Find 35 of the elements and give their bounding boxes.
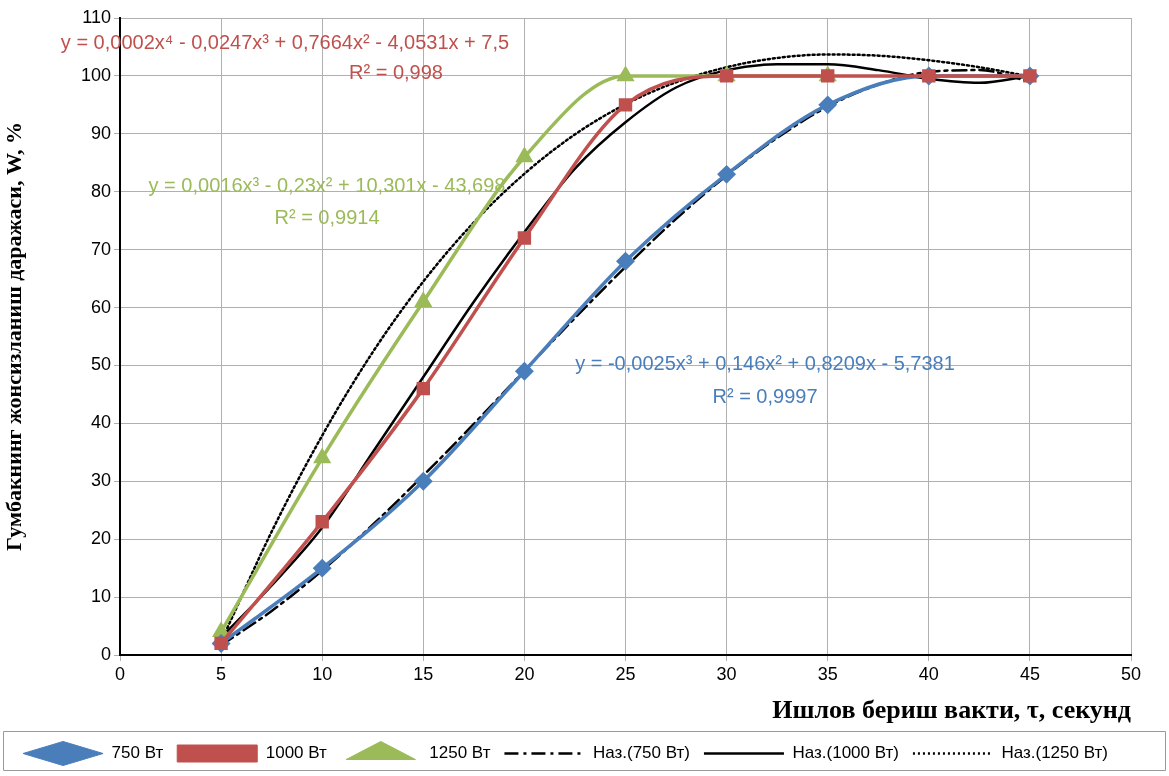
x-tick-label: 15 — [413, 663, 434, 684]
y-tick-label: 90 — [90, 122, 111, 143]
annotation: y = -0,0025x³ + 0,146x² + 0,8209x - 5,7381 — [575, 351, 955, 374]
legend-label: 1000 Вт — [265, 743, 328, 763]
legend-label: 1250 Вт — [429, 743, 491, 763]
y-tick-label: 110 — [82, 6, 111, 27]
y-tick-label: 70 — [90, 238, 111, 259]
x-tick-label: 0 — [114, 663, 126, 684]
y-tick-label: 60 — [90, 296, 111, 317]
x-tick-label: 35 — [817, 663, 838, 684]
y-axis-title: Гумбакнинг жонсизланиш даражаси, W, % — [0, 122, 26, 551]
x-tick-label: 30 — [716, 663, 737, 684]
legend-label: Наз.(750 Вт) — [592, 743, 690, 763]
y-tick-label: 20 — [90, 528, 111, 549]
x-tick-label: 50 — [1120, 663, 1142, 684]
legend-label: Наз.(1000 Вт) — [792, 743, 899, 763]
x-tick-label: 40 — [918, 663, 939, 684]
annotation: R² = 0,998 — [349, 60, 443, 83]
legend-label: Наз.(1250 Вт) — [1001, 743, 1108, 763]
y-tick-label: 30 — [90, 470, 111, 491]
x-tick-label: 5 — [216, 663, 227, 684]
annotation: R² = 0,9914 — [274, 205, 380, 228]
y-tick-label: 50 — [90, 354, 111, 375]
y-tick-label: 40 — [90, 412, 111, 433]
x-tick-label: 20 — [514, 663, 535, 684]
x-tick-label: 45 — [1019, 663, 1040, 684]
x-tick-label: 25 — [615, 663, 636, 684]
annotation: R² = 0,9997 — [712, 384, 818, 407]
legend-label: 750 Вт — [111, 743, 164, 763]
y-tick-label: 100 — [80, 64, 111, 85]
y-tick-label: 0 — [100, 643, 111, 664]
y-tick-label: 80 — [90, 180, 111, 201]
x-axis-title: Ишлов бериш вакти, τ, секунд — [772, 695, 1131, 725]
x-tick-label: 10 — [312, 663, 333, 684]
y-tick-label: 10 — [90, 586, 111, 607]
